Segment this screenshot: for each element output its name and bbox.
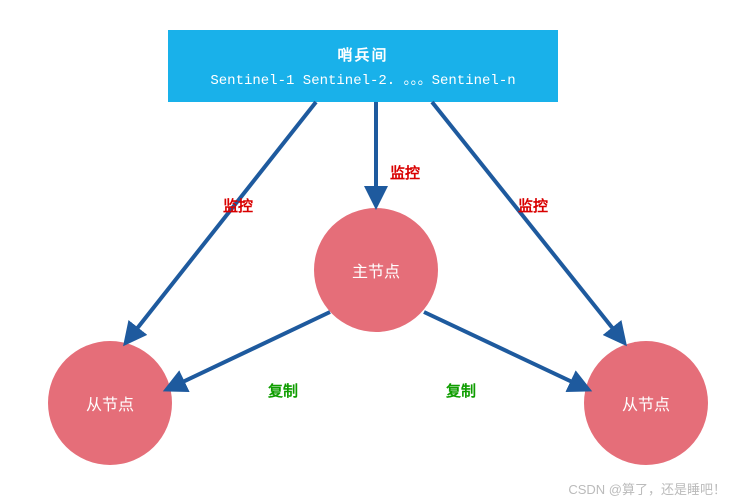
slave-right-node: 从节点	[584, 341, 708, 465]
edge-arrow	[170, 312, 330, 388]
edge-label: 复制	[446, 380, 476, 401]
master-node: 主节点	[314, 208, 438, 332]
sentinel-title: 哨兵间	[337, 44, 388, 65]
slave-left-label: 从节点	[86, 391, 134, 415]
slave-right-label: 从节点	[622, 391, 670, 415]
sentinel-subtitle: Sentinel-1 Sentinel-2. 。。。Sentinel-n	[210, 69, 515, 89]
edge-arrow	[424, 312, 585, 388]
master-label: 主节点	[352, 258, 400, 282]
watermark: CSDN @算了，还是睡吧！	[568, 479, 726, 498]
edge-label: 复制	[268, 380, 298, 401]
sentinel-node: 哨兵间 Sentinel-1 Sentinel-2. 。。。Sentinel-n	[168, 30, 558, 102]
edge-arrow	[128, 102, 316, 340]
edge-arrow	[432, 102, 622, 340]
edge-label: 监控	[518, 195, 548, 216]
slave-left-node: 从节点	[48, 341, 172, 465]
edge-label: 监控	[223, 195, 253, 216]
edge-label: 监控	[390, 162, 420, 183]
